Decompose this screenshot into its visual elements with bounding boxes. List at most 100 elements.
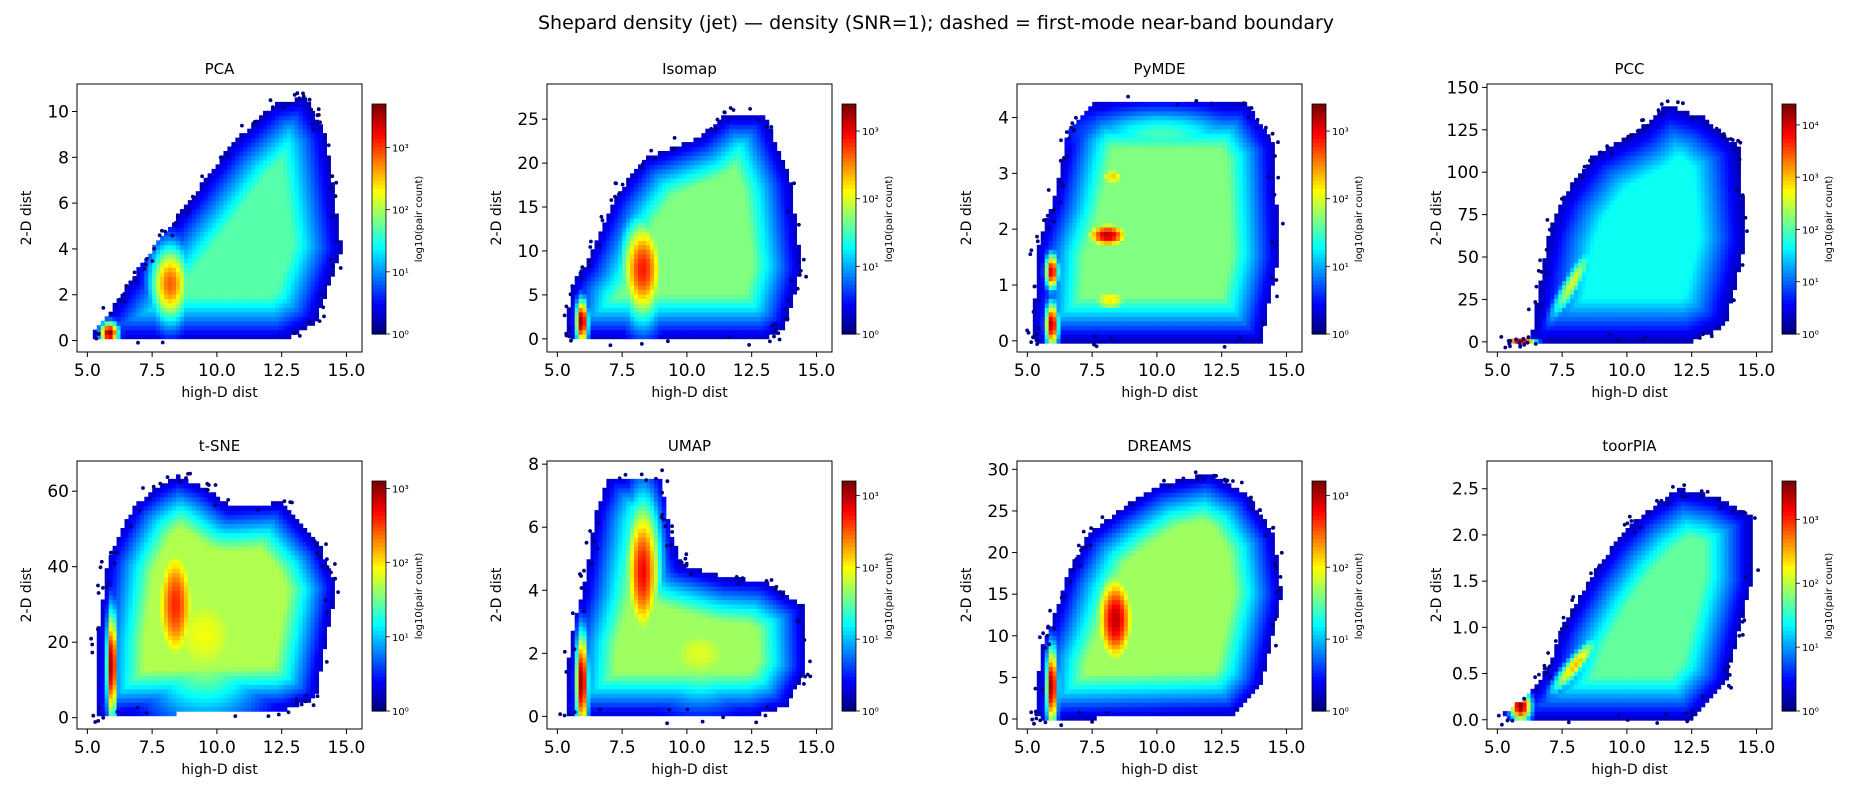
axes-frame	[1016, 83, 1303, 353]
colorbar-tick-label: 10²	[1802, 579, 1819, 590]
x-tick-label: 15.0	[798, 361, 836, 381]
y-tick-label: 50	[1457, 248, 1479, 268]
x-tick-label: 7.5	[139, 361, 166, 381]
subplot-pymde: PyMDE 5.0 7.5 10.0 12.5 15.0 0 1 2 3 4 high-D dist 2…	[959, 60, 1365, 401]
outlier-points	[89, 471, 340, 724]
density-cells	[92, 91, 343, 345]
axes-frame	[1016, 460, 1303, 730]
x-axis-label: high-D dist	[181, 762, 258, 778]
x-axis-label: high-D dist	[181, 385, 258, 401]
density-cells	[1029, 470, 1284, 728]
colorbar: 10⁰ 10¹ 10² 10³ log10(pair count)	[841, 103, 895, 341]
x-tick-label: 10.0	[1138, 738, 1176, 758]
x-tick-label: 5.0	[74, 738, 101, 758]
outlier-points	[94, 91, 343, 345]
x-tick-label: 12.5	[1673, 361, 1711, 381]
y-tick-label: 8	[58, 148, 69, 168]
y-axis-label: 2-D dist	[959, 190, 975, 245]
colorbar-tick-label: 10³	[862, 127, 879, 138]
subplot-isomap: Isomap 5.0 7.5 10.0 12.5 15.0 0 5 10 15 20 25 high-D…	[489, 60, 895, 401]
outlier-points	[1499, 99, 1749, 350]
colorbar-tick-label: 10¹	[392, 268, 409, 279]
x-tick-label: 12.5	[733, 361, 771, 381]
x-tick-label: 7.5	[609, 738, 636, 758]
colorbar-tick-label: 10¹	[1332, 262, 1349, 273]
y-tick-label: 1	[998, 276, 1009, 296]
colorbar-tick-label: 10¹	[862, 262, 879, 273]
subplot-t-sne: t-SNE 5.0 7.5 10.0 12.5 15.0 0 20 40 60 high-D dis…	[19, 437, 425, 778]
x-axis-label: high-D dist	[1591, 762, 1668, 778]
colorbar-tick-label: 10²	[862, 563, 879, 574]
x-axis-label: high-D dist	[1121, 385, 1198, 401]
y-tick-label: 4	[58, 240, 69, 260]
y-tick-label: 75	[1457, 206, 1479, 226]
y-tick-label: 1.0	[1452, 618, 1479, 638]
colorbar: 10⁰ 10¹ 10² 10³ log10(pair count)	[371, 480, 425, 718]
y-tick-label: 15	[517, 198, 539, 218]
y-tick-label: 25	[517, 110, 539, 130]
axes-frame	[1486, 83, 1773, 353]
y-tick-label: 0	[998, 332, 1009, 352]
y-tick-label: 0	[528, 330, 539, 350]
y-tick-label: 15	[987, 585, 1009, 605]
colorbar-tick-label: 10²	[1332, 563, 1349, 574]
colorbar-tick-label: 10³	[1802, 173, 1819, 184]
colorbar: 10⁰ 10¹ 10² 10³ log10(pair count)	[1311, 480, 1365, 718]
colorbar-tick-label: 10⁰	[862, 330, 879, 341]
colorbar: 10⁰ 10¹ 10² 10³ log10(pair count)	[841, 480, 895, 718]
y-tick-label: 8	[528, 455, 539, 475]
y-tick-label: 100	[1447, 163, 1479, 183]
colorbar-tick-label: 10¹	[1802, 643, 1819, 654]
colorbar-tick-label: 10⁰	[1802, 707, 1819, 718]
x-tick-label: 7.5	[1549, 738, 1576, 758]
x-tick-label: 15.0	[1738, 361, 1776, 381]
y-tick-label: 1.5	[1452, 572, 1479, 592]
outlier-points	[558, 468, 813, 726]
y-tick-label: 4	[998, 109, 1009, 129]
subplot-title: UMAP	[668, 437, 711, 455]
y-tick-label: 0	[998, 710, 1009, 730]
subplot-title: PCA	[205, 60, 236, 78]
colorbar-tick-label: 10³	[1332, 127, 1349, 138]
subplot-toorpia: toorPIA 5.0 7.5 10.0 12.5 15.0 0.0 0.5 1.0 1.5 2.0…	[1429, 437, 1835, 778]
x-tick-label: 10.0	[668, 361, 706, 381]
x-tick-label: 15.0	[1738, 738, 1776, 758]
x-axis-label: high-D dist	[651, 762, 728, 778]
outlier-points	[1029, 470, 1284, 728]
x-tick-label: 5.0	[544, 361, 571, 381]
x-tick-label: 12.5	[1203, 738, 1241, 758]
y-tick-label: 2.5	[1452, 480, 1479, 500]
colorbar-tick-label: 10⁰	[1332, 707, 1349, 718]
x-tick-label: 15.0	[328, 738, 366, 758]
density-cells	[1496, 483, 1760, 727]
x-tick-label: 15.0	[798, 738, 836, 758]
x-tick-label: 5.0	[544, 738, 571, 758]
x-tick-label: 12.5	[263, 738, 301, 758]
colorbar-label: log10(pair count)	[884, 553, 895, 640]
y-axis-label: 2-D dist	[959, 567, 975, 622]
subplot-title: DREAMS	[1127, 437, 1191, 455]
x-tick-label: 10.0	[1138, 361, 1176, 381]
density-cells	[1025, 94, 1285, 349]
y-tick-label: 6	[58, 194, 69, 214]
y-tick-label: 0	[58, 709, 69, 729]
x-tick-label: 15.0	[1268, 361, 1306, 381]
subplot-dreams: DREAMS 5.0 7.5 10.0 12.5 15.0 0 5 10 15 20 25 30 high…	[959, 437, 1365, 778]
subplot-title: PCC	[1615, 60, 1645, 78]
colorbar-tick-label: 10²	[1332, 195, 1349, 206]
y-tick-label: 20	[987, 544, 1009, 564]
colorbar-tick-label: 10¹	[862, 635, 879, 646]
colorbar-tick-label: 10⁰	[1332, 330, 1349, 341]
x-tick-label: 7.5	[1079, 738, 1106, 758]
x-axis-label: high-D dist	[651, 385, 728, 401]
x-tick-label: 12.5	[1673, 738, 1711, 758]
y-axis-label: 2-D dist	[489, 567, 505, 622]
y-tick-label: 150	[1447, 78, 1479, 98]
colorbar-tick-label: 10³	[392, 484, 409, 495]
x-tick-label: 5.0	[1484, 361, 1511, 381]
colorbar: 10⁰ 10¹ 10² 10³ log10(pair count)	[1311, 103, 1365, 341]
colorbar-label: log10(pair count)	[1824, 176, 1835, 263]
y-tick-label: 4	[528, 581, 539, 601]
